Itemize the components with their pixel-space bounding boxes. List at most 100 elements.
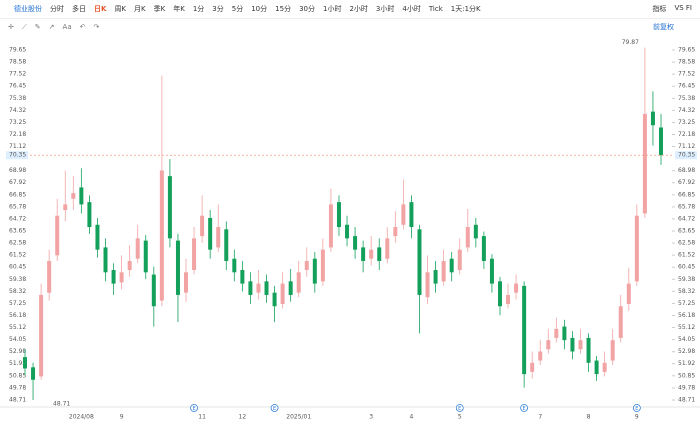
period-tab[interactable]: 10分 — [251, 5, 268, 13]
candle-body — [320, 249, 325, 282]
crosshair-icon[interactable]: ✛ — [8, 23, 14, 31]
event-label: E — [458, 406, 461, 412]
candle-body — [409, 202, 414, 228]
pen-icon[interactable]: ✎ — [34, 23, 41, 31]
undo-icon[interactable]: ↶ — [79, 23, 86, 31]
y-tick-label-right: 57.25 — [678, 300, 695, 307]
adjust-mode[interactable]: 前复权 — [653, 23, 674, 31]
candle-body — [280, 283, 285, 304]
candle-body — [425, 272, 430, 298]
candle-body — [224, 229, 229, 261]
y-tick-label-right: 65.78 — [678, 203, 695, 210]
candle-body — [562, 326, 567, 341]
x-tick-label: 2024/08 — [69, 414, 94, 421]
period-tab[interactable]: 30分 — [299, 5, 315, 13]
candle-body — [522, 285, 527, 375]
candle-body — [216, 227, 221, 248]
period-tab[interactable]: 月K — [134, 5, 146, 13]
candle-body — [506, 294, 511, 304]
period-tab[interactable]: 年K — [173, 5, 185, 13]
period-tab[interactable]: 1小时 — [322, 5, 342, 13]
stock-name[interactable]: 德业股份 — [14, 5, 42, 13]
y-tick-label-right: 72.18 — [678, 131, 695, 138]
y-tick-label-left: 52.98 — [9, 348, 26, 355]
toolbar-button[interactable]: 指标 — [652, 5, 667, 13]
candle-body — [55, 215, 60, 256]
event-label: E — [192, 406, 195, 412]
y-tick-label-right: 48.71 — [678, 397, 695, 404]
period-tab[interactable]: 5分 — [231, 5, 244, 13]
y-tick-label-left: 57.25 — [9, 300, 26, 307]
candle-body — [328, 204, 333, 248]
period-tab[interactable]: 3分 — [212, 5, 224, 13]
candle-body — [151, 274, 156, 307]
y-tick-label-left: 61.52 — [9, 252, 26, 259]
y-tick-label-left: 67.92 — [9, 179, 26, 186]
period-tab[interactable]: 3小时 — [375, 5, 395, 13]
redo-icon[interactable]: ↷ — [93, 23, 100, 31]
candle-body — [578, 340, 583, 350]
line-icon[interactable]: ⟋ — [21, 22, 27, 31]
y-tick-label-left: 63.65 — [9, 228, 26, 235]
y-tick-label-left: 54.05 — [9, 336, 26, 343]
y-tick-label-right: 71.12 — [678, 143, 695, 150]
candle-body — [39, 294, 44, 377]
candle-body — [457, 249, 462, 271]
candle-body — [642, 113, 647, 214]
period-tab[interactable]: 15分 — [275, 5, 292, 13]
candle-body — [514, 283, 519, 293]
high-label: 79.87 — [622, 39, 639, 46]
candle-body — [385, 238, 390, 259]
candle-body — [175, 240, 180, 295]
drawing-toolbar: ✛ ⟋ ✎ ↗ Aa ↶ ↷ 前复权 — [0, 19, 700, 35]
candle-body — [449, 258, 454, 273]
period-tab[interactable]: 分时 — [50, 5, 64, 13]
y-tick-label-right: 62.58 — [678, 240, 695, 247]
candle-body — [135, 238, 140, 259]
y-tick-label-right: 67.92 — [678, 179, 695, 186]
event-marker — [632, 404, 641, 412]
y-tick-label-left: 66.85 — [9, 191, 26, 198]
y-tick-label-right: 51.92 — [678, 360, 695, 367]
period-tab[interactable]: 2小时 — [349, 5, 368, 13]
candle-body — [377, 247, 382, 261]
y-tick-label-left: 49.78 — [9, 384, 26, 391]
y-tick-label-right: 74.32 — [678, 107, 695, 114]
period-tab[interactable]: 多日 — [72, 5, 86, 13]
y-tick-label-right: 54.05 — [678, 336, 695, 343]
event-marker — [190, 404, 198, 412]
event-label: E — [523, 406, 526, 412]
candle-body — [184, 272, 189, 293]
candle-body — [192, 238, 197, 271]
low-label: 48.71 — [53, 401, 70, 408]
period-tab[interactable]: Tick — [428, 5, 443, 13]
candle-body — [208, 217, 213, 250]
y-tick-label-right: 64.72 — [678, 215, 695, 222]
period-tab[interactable]: 4小时 — [402, 5, 421, 13]
y-tick-label-left: 60.45 — [9, 264, 26, 271]
x-tick-label: 12 — [239, 414, 247, 421]
period-tab[interactable]: 1天:1分K — [450, 5, 481, 13]
y-tick-label-left: 48.71 — [9, 397, 26, 404]
y-tick-label-right: 68.98 — [678, 167, 695, 174]
candle-body — [530, 362, 535, 372]
candle-body — [240, 270, 245, 284]
last-price-box-right — [675, 151, 697, 160]
y-tick-label-left: 78.58 — [9, 59, 26, 66]
period-tab[interactable]: 季K — [153, 5, 166, 13]
period-tab[interactable]: 1分 — [192, 5, 205, 13]
last-price-box-left — [6, 151, 28, 160]
candle-body — [336, 202, 341, 228]
candle-body — [312, 258, 317, 284]
toolbar-button[interactable]: VS FI — [674, 4, 692, 12]
font-tool[interactable]: Aa — [62, 23, 72, 31]
y-tick-label-right: 63.65 — [678, 228, 695, 235]
y-tick-label-right: 79.65 — [678, 46, 695, 53]
y-tick-label-left: 56.18 — [9, 312, 26, 319]
y-tick-label-left: 77.52 — [9, 71, 26, 78]
period-tab[interactable]: 日K — [94, 5, 107, 13]
arrow-icon[interactable]: ↗ — [48, 23, 55, 31]
candle-body — [63, 204, 68, 211]
period-tab[interactable]: 周K — [114, 5, 127, 13]
candle-body — [465, 227, 470, 248]
